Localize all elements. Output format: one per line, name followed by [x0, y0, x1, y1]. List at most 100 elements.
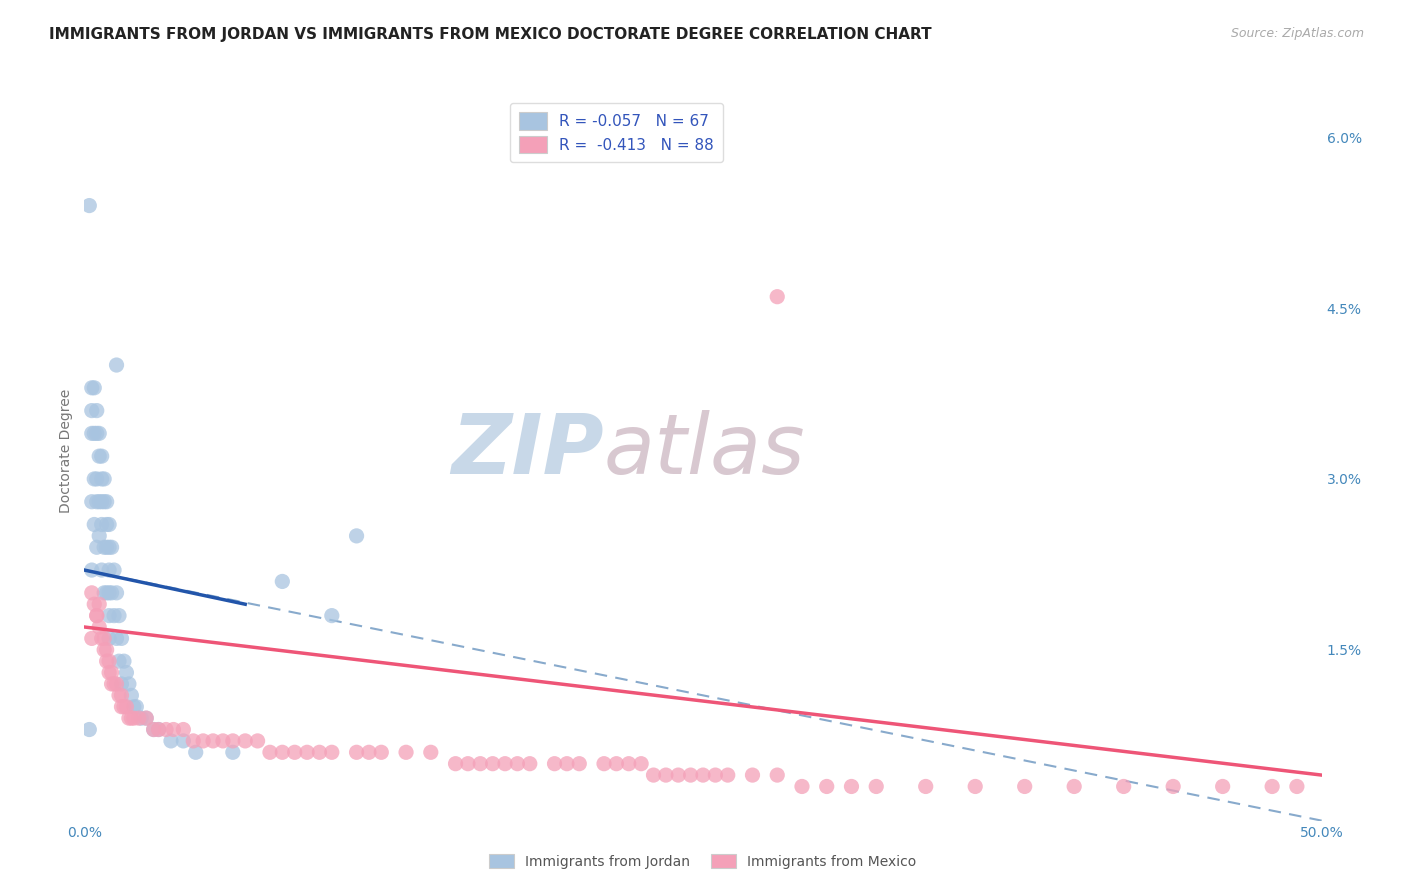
Point	[120, 689, 142, 703]
Point	[1063, 780, 1085, 794]
Point	[118, 677, 141, 691]
Point	[98, 665, 121, 680]
Point	[90, 494, 112, 508]
Point	[135, 711, 157, 725]
Point	[259, 745, 281, 759]
Point	[89, 449, 111, 463]
Point	[89, 597, 111, 611]
Point	[717, 768, 740, 782]
Point	[568, 756, 591, 771]
Text: atlas: atlas	[605, 410, 806, 491]
Point	[83, 426, 105, 441]
Point	[246, 734, 269, 748]
Point	[395, 745, 418, 759]
Point	[321, 608, 343, 623]
Point	[103, 608, 125, 623]
Point	[233, 734, 256, 748]
Text: IMMIGRANTS FROM JORDAN VS IMMIGRANTS FROM MEXICO DOCTORATE DEGREE CORRELATION CH: IMMIGRANTS FROM JORDAN VS IMMIGRANTS FRO…	[49, 27, 932, 42]
Point	[120, 711, 142, 725]
Point	[142, 723, 165, 737]
Point	[790, 780, 813, 794]
Point	[506, 756, 529, 771]
Point	[128, 711, 150, 725]
Point	[271, 574, 294, 589]
Point	[555, 756, 578, 771]
Text: Source: ZipAtlas.com: Source: ZipAtlas.com	[1230, 27, 1364, 40]
Point	[90, 472, 112, 486]
Point	[605, 756, 627, 771]
Point	[357, 745, 380, 759]
Point	[494, 756, 516, 771]
Point	[89, 620, 111, 634]
Point	[100, 541, 122, 555]
Point	[100, 677, 122, 691]
Point	[83, 472, 105, 486]
Point	[704, 768, 727, 782]
Point	[129, 711, 152, 725]
Point	[172, 734, 194, 748]
Point	[543, 756, 565, 771]
Point	[118, 711, 141, 725]
Point	[1014, 780, 1036, 794]
Point	[100, 586, 122, 600]
Point	[148, 723, 170, 737]
Point	[481, 756, 503, 771]
Point	[83, 381, 105, 395]
Point	[90, 563, 112, 577]
Point	[90, 517, 112, 532]
Point	[295, 745, 318, 759]
Point	[470, 756, 492, 771]
Point	[96, 494, 118, 508]
Point	[105, 677, 128, 691]
Point	[643, 768, 665, 782]
Point	[90, 632, 112, 646]
Point	[98, 563, 121, 577]
Point	[86, 426, 108, 441]
Point	[96, 586, 118, 600]
Point	[841, 780, 863, 794]
Point	[162, 723, 184, 737]
Point	[110, 689, 132, 703]
Point	[112, 699, 135, 714]
Point	[181, 734, 204, 748]
Point	[346, 745, 368, 759]
Point	[122, 711, 145, 725]
Point	[96, 654, 118, 668]
Point	[108, 608, 131, 623]
Point	[444, 756, 467, 771]
Point	[655, 768, 678, 782]
Point	[86, 472, 108, 486]
Point	[93, 642, 115, 657]
Point	[108, 689, 131, 703]
Point	[519, 756, 541, 771]
Point	[105, 632, 128, 646]
Point	[766, 290, 789, 304]
Point	[666, 768, 689, 782]
Point	[83, 597, 105, 611]
Point	[741, 768, 763, 782]
Point	[766, 768, 789, 782]
Point	[965, 780, 987, 794]
Point	[90, 449, 112, 463]
Point	[89, 529, 111, 543]
Point	[93, 632, 115, 646]
Point	[1112, 780, 1135, 794]
Point	[86, 541, 108, 555]
Point	[80, 586, 103, 600]
Point	[142, 723, 165, 737]
Point	[122, 699, 145, 714]
Point	[914, 780, 936, 794]
Point	[96, 541, 118, 555]
Point	[630, 756, 652, 771]
Point	[98, 608, 121, 623]
Text: ZIP: ZIP	[451, 410, 605, 491]
Point	[222, 745, 245, 759]
Point	[96, 642, 118, 657]
Point	[98, 541, 121, 555]
Point	[80, 426, 103, 441]
Point	[93, 472, 115, 486]
Point	[271, 745, 294, 759]
Point	[346, 529, 368, 543]
Point	[86, 608, 108, 623]
Point	[98, 654, 121, 668]
